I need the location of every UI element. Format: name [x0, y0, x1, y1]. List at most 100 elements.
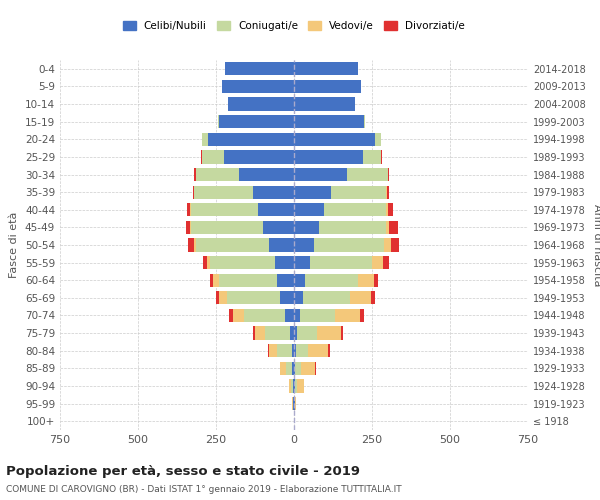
Bar [294, 221, 319, 234]
Bar [292, 397, 293, 410]
Bar [187, 203, 190, 216]
Legend: Celibi/Nubili, Coniugati/e, Vedovi/e, Divorziati/e: Celibi/Nubili, Coniugati/e, Vedovi/e, Di… [119, 17, 469, 36]
Bar [219, 115, 294, 128]
Bar [315, 362, 316, 375]
Bar [277, 344, 292, 358]
Bar [269, 238, 294, 252]
Bar [239, 168, 294, 181]
Bar [391, 238, 400, 252]
Bar [280, 291, 294, 304]
Bar [202, 150, 224, 164]
Bar [296, 344, 308, 358]
Bar [294, 291, 303, 304]
Bar [191, 221, 263, 234]
Bar [227, 291, 280, 304]
Bar [275, 256, 294, 269]
Bar [294, 238, 314, 252]
Bar [295, 362, 301, 375]
Bar [294, 344, 296, 358]
Bar [294, 132, 375, 146]
Bar [216, 291, 219, 304]
Bar [196, 168, 239, 181]
Bar [294, 186, 331, 198]
Bar [263, 221, 294, 234]
Bar [210, 274, 213, 287]
Bar [258, 203, 294, 216]
Bar [294, 326, 297, 340]
Bar [292, 362, 294, 375]
Bar [375, 132, 381, 146]
Bar [196, 238, 269, 252]
Bar [389, 221, 398, 234]
Bar [294, 203, 323, 216]
Bar [385, 238, 391, 252]
Text: COMUNE DI CAROVIGNO (BR) - Dati ISTAT 1° gennaio 2019 - Elaborazione TUTTITALIA.: COMUNE DI CAROVIGNO (BR) - Dati ISTAT 1°… [6, 485, 401, 494]
Bar [299, 309, 335, 322]
Bar [188, 238, 194, 252]
Bar [294, 150, 362, 164]
Bar [226, 62, 294, 76]
Bar [256, 326, 265, 340]
Bar [194, 168, 196, 181]
Bar [190, 221, 191, 234]
Y-axis label: Fasce di età: Fasce di età [10, 212, 19, 278]
Bar [193, 186, 194, 198]
Bar [253, 326, 256, 340]
Bar [323, 203, 386, 216]
Bar [388, 168, 389, 181]
Bar [294, 362, 295, 375]
Bar [388, 203, 393, 216]
Bar [269, 344, 277, 358]
Bar [308, 344, 328, 358]
Bar [372, 256, 383, 269]
Bar [347, 168, 388, 181]
Bar [294, 168, 347, 181]
Bar [364, 115, 365, 128]
Bar [187, 221, 190, 234]
Bar [244, 309, 284, 322]
Bar [294, 98, 355, 110]
Bar [305, 274, 358, 287]
Bar [292, 344, 294, 358]
Bar [386, 221, 389, 234]
Bar [219, 291, 227, 304]
Bar [350, 291, 371, 304]
Bar [219, 274, 277, 287]
Bar [294, 256, 310, 269]
Bar [293, 380, 294, 392]
Bar [317, 326, 341, 340]
Bar [314, 238, 385, 252]
Bar [303, 291, 350, 304]
Bar [362, 150, 382, 164]
Bar [191, 203, 258, 216]
Bar [331, 186, 386, 198]
Bar [294, 274, 305, 287]
Bar [206, 256, 210, 269]
Bar [328, 344, 329, 358]
Bar [294, 80, 361, 93]
Bar [229, 309, 233, 322]
Bar [222, 80, 294, 93]
Bar [297, 326, 317, 340]
Bar [268, 344, 269, 358]
Bar [294, 309, 299, 322]
Bar [286, 362, 292, 375]
Bar [194, 238, 196, 252]
Bar [361, 309, 364, 322]
Bar [290, 326, 294, 340]
Bar [371, 291, 375, 304]
Bar [208, 132, 294, 146]
Bar [358, 274, 374, 287]
Bar [310, 256, 372, 269]
Bar [218, 115, 219, 128]
Bar [294, 115, 364, 128]
Bar [386, 203, 388, 216]
Bar [265, 326, 290, 340]
Bar [201, 150, 202, 164]
Bar [284, 309, 294, 322]
Bar [253, 186, 294, 198]
Bar [294, 62, 358, 76]
Bar [224, 150, 294, 164]
Bar [213, 274, 219, 287]
Bar [295, 380, 297, 392]
